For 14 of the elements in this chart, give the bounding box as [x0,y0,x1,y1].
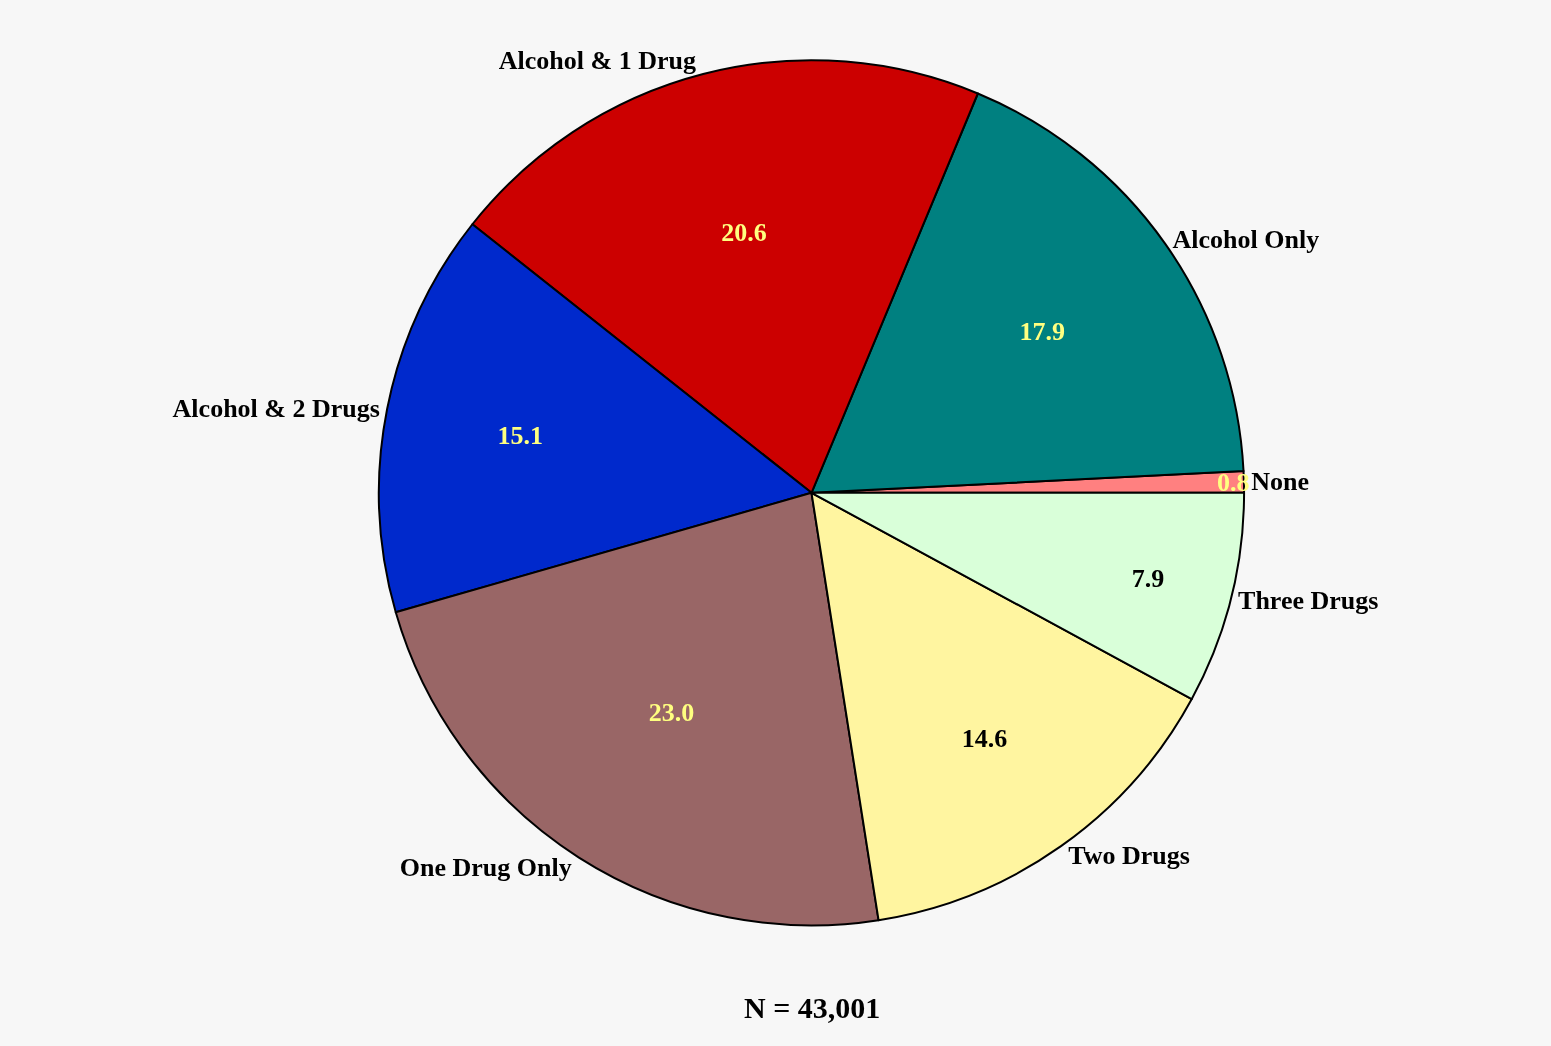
data-label: 23.0 [648,698,695,728]
slice-label: Two Drugs [1068,841,1190,871]
data-label: 15.1 [497,421,544,451]
slice-label: None [1251,467,1309,497]
slice-label: One Drug Only [399,853,572,883]
text: N = 43,001 [744,991,881,1024]
slice-label: Alcohol & 1 Drug [498,45,696,75]
data-label: 20.6 [721,217,767,247]
slice-label: Three Drugs [1238,585,1379,615]
slice-label: Alcohol & 2 Drugs [172,393,380,423]
slice-label: Alcohol Only [1172,224,1320,254]
data-label: 17.9 [1019,316,1065,346]
data-label: 14.6 [961,723,1008,753]
data-label: 7.9 [1131,564,1165,594]
